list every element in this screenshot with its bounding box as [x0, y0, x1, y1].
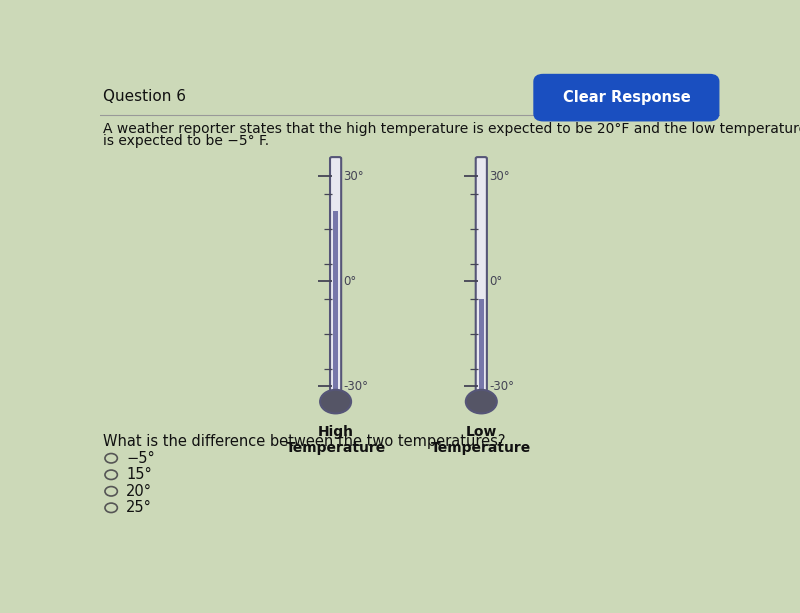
Bar: [333, 211, 338, 404]
Text: −5°: −5°: [126, 451, 154, 466]
Text: A weather reporter states that the high temperature is expected to be 20°F and t: A weather reporter states that the high …: [103, 122, 800, 136]
Text: is expected to be −5° F.: is expected to be −5° F.: [103, 134, 270, 148]
Text: Clear Response: Clear Response: [562, 90, 690, 105]
Text: 30°: 30°: [490, 170, 510, 183]
Text: 20°: 20°: [126, 484, 152, 499]
Text: 25°: 25°: [126, 500, 152, 516]
Bar: [479, 299, 484, 404]
Circle shape: [320, 390, 351, 413]
Text: 30°: 30°: [344, 170, 364, 183]
Text: -30°: -30°: [344, 380, 369, 393]
Text: 0°: 0°: [490, 275, 502, 287]
Text: Question 6: Question 6: [103, 89, 186, 104]
Text: Low
Temperature: Low Temperature: [431, 425, 531, 455]
FancyBboxPatch shape: [330, 157, 341, 405]
FancyBboxPatch shape: [476, 157, 487, 405]
Text: 15°: 15°: [126, 467, 152, 482]
Text: What is the difference between the two temperatures?: What is the difference between the two t…: [103, 434, 506, 449]
Circle shape: [466, 390, 497, 413]
Text: High
Temperature: High Temperature: [286, 425, 386, 455]
Text: -30°: -30°: [490, 380, 514, 393]
Text: 0°: 0°: [344, 275, 357, 287]
FancyBboxPatch shape: [534, 75, 718, 121]
